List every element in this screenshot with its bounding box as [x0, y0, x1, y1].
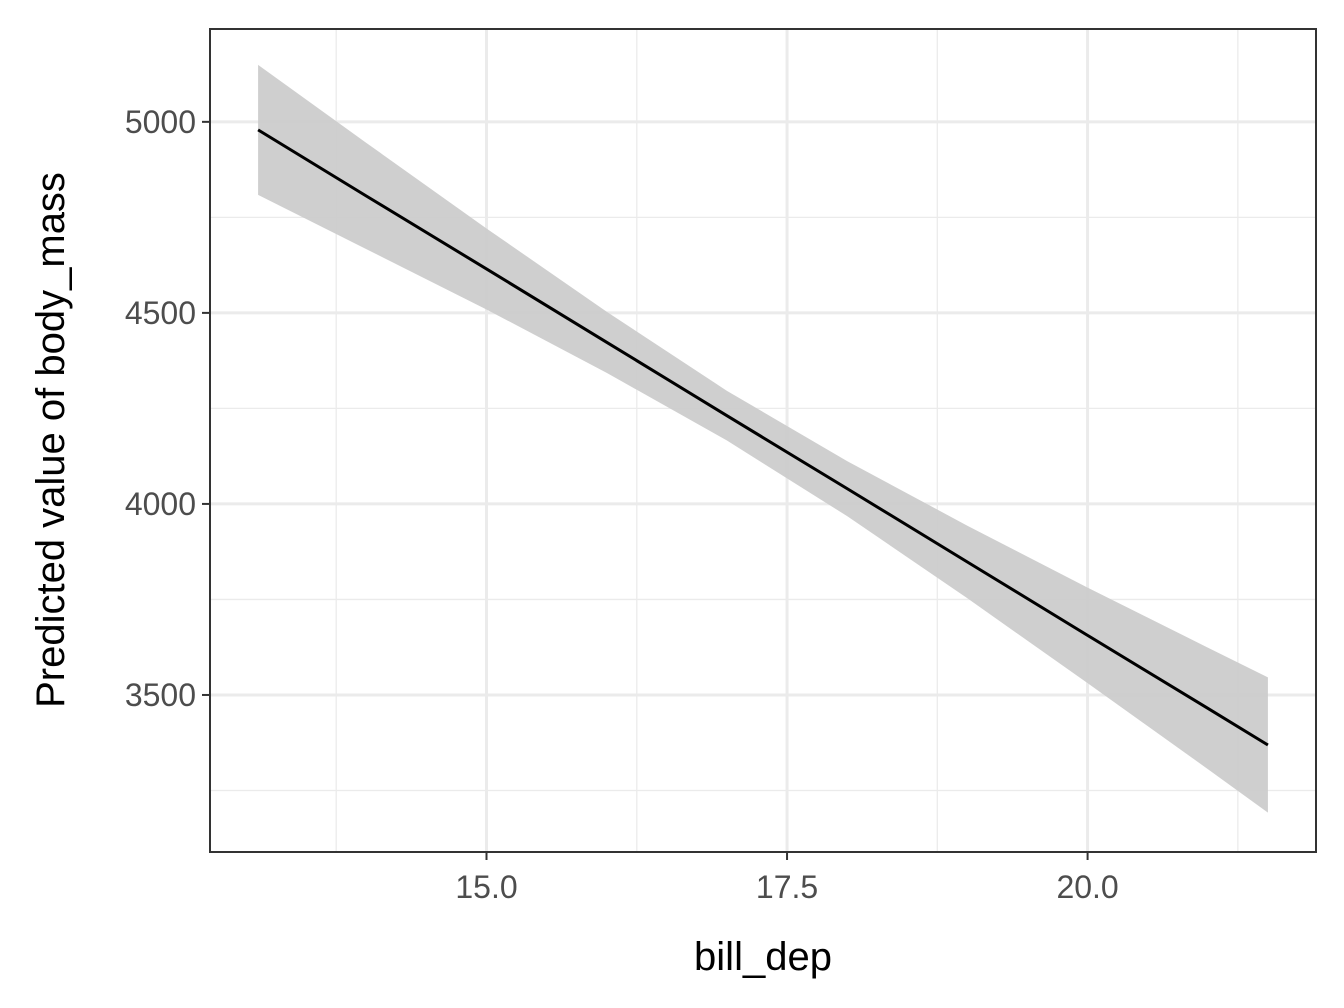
y-tick-label: 3500	[125, 677, 196, 713]
panel-border	[209, 28, 1317, 853]
y-tick-label: 4500	[125, 295, 196, 331]
x-tick-label: 15.0	[455, 869, 517, 905]
y-tick-label: 4000	[125, 486, 196, 522]
x-tick-label: 17.5	[756, 869, 818, 905]
y-axis-title: Predicted value of body_mass	[29, 172, 73, 708]
x-tick-label: 20.0	[1056, 869, 1118, 905]
line	[257, 128, 1269, 747]
y-tick-label: 5000	[125, 104, 196, 140]
x-axis-title: bill_dep	[694, 935, 832, 979]
